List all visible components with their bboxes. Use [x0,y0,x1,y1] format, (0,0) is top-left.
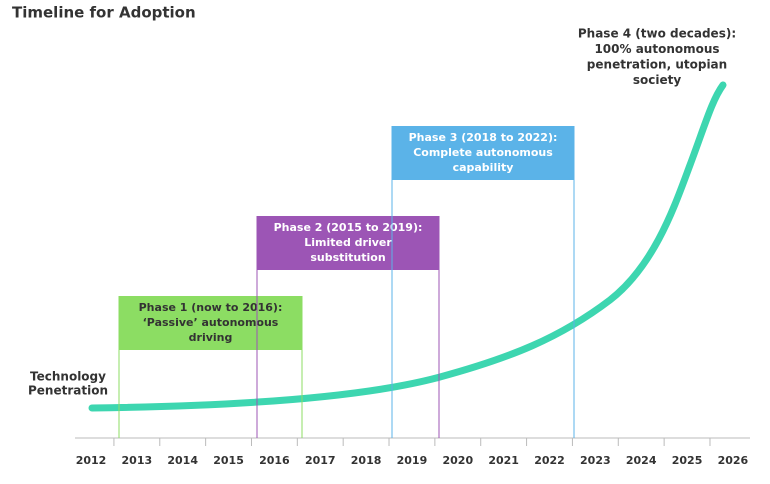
phase-text: substitution [310,251,385,264]
phase-box [392,126,574,180]
year-label: 2023 [580,454,611,467]
phase-text: penetration, utopian [587,58,727,72]
y-label: Penetration [28,384,108,398]
year-label: 2022 [534,454,565,467]
year-label: 2021 [488,454,519,467]
phase-text: Phase 2 (2015 to 2019): [274,221,423,234]
year-label: 2019 [397,454,428,467]
phase-box [119,296,302,350]
phase-text: ‘Passive’ autonomous [143,316,279,329]
y-label: Technology [30,370,106,384]
year-label: 2026 [718,454,749,467]
year-label: 2025 [672,454,703,467]
phase-text: Complete autonomous [413,146,553,159]
year-label: 2015 [213,454,244,467]
phase-text: driving [189,331,233,344]
year-label: 2014 [167,454,198,467]
year-label: 2016 [259,454,290,467]
year-label: 2024 [626,454,657,467]
phase-text: Limited driver [304,236,392,249]
phase-text: society [633,73,681,87]
year-label: 2012 [76,454,107,467]
year-label: 2013 [122,454,153,467]
phase-box [257,216,439,270]
phase-text: 100% autonomous [594,42,719,56]
year-label: 2018 [351,454,382,467]
title: Timeline for Adoption [12,4,196,22]
phase-text: Phase 1 (now to 2016): [139,301,283,314]
phase-text: capability [453,161,514,174]
phase-text: Phase 4 (two decades): [578,27,736,41]
phase-text: Phase 3 (2018 to 2022): [409,131,558,144]
year-label: 2020 [442,454,473,467]
year-label: 2017 [305,454,336,467]
